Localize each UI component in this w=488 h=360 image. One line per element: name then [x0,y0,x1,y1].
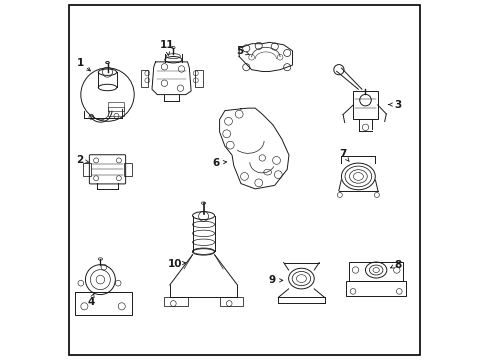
Bar [194,71,202,87]
Text: 7: 7 [339,149,346,159]
Bar [141,71,148,87]
Text: 6: 6 [212,158,219,168]
Text: 9: 9 [268,275,275,285]
Bar [345,282,406,296]
Bar [83,163,91,176]
Bar [353,90,377,119]
Text: 11: 11 [160,40,174,50]
Bar [349,262,402,282]
Text: 1: 1 [76,58,83,68]
Bar [123,163,131,176]
Text: 10: 10 [167,258,182,269]
Text: 3: 3 [393,100,400,109]
Bar [107,107,123,116]
Text: 8: 8 [393,260,400,270]
Text: 4: 4 [87,297,94,307]
Bar [107,102,123,111]
Bar [219,297,242,306]
Text: 5: 5 [236,46,244,56]
Text: 2: 2 [76,156,83,166]
Bar [164,297,187,306]
Bar [75,292,132,315]
